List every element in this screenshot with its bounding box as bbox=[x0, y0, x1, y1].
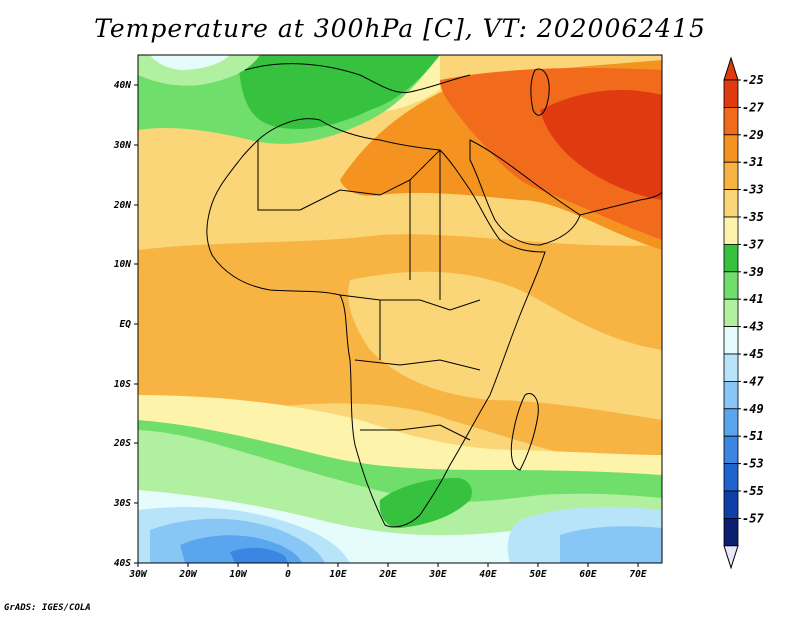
lon-label: 10W bbox=[229, 569, 247, 580]
colorbar-high-arrow bbox=[723, 56, 739, 81]
credit-text: GrADS: IGES/COLA bbox=[4, 603, 91, 613]
colorbar-label: -37 bbox=[742, 237, 764, 251]
temperature-field bbox=[138, 55, 662, 563]
colorbar-swatch bbox=[723, 326, 739, 355]
colorbar-label: -39 bbox=[742, 265, 764, 279]
colorbar-swatch bbox=[723, 161, 739, 190]
colorbar-swatch bbox=[723, 189, 739, 218]
colorbar-label: -45 bbox=[742, 347, 764, 361]
colorbar-swatch bbox=[723, 134, 739, 163]
colorbar-swatch bbox=[723, 79, 739, 108]
colorbar-label: -29 bbox=[742, 128, 764, 142]
colorbar-swatch bbox=[723, 463, 739, 492]
lon-label: 30E bbox=[428, 569, 446, 580]
lat-label: 40S bbox=[114, 558, 131, 569]
lat-label: 40N bbox=[114, 80, 131, 91]
colorbar: -25 -27 -29 -31 -33 -35 -37 -39 -41 -43 -45 -47 -49 -… bbox=[723, 56, 764, 570]
axis-ticks bbox=[134, 84, 639, 567]
colorbar-swatch bbox=[723, 518, 739, 547]
lon-label: 30W bbox=[128, 569, 147, 580]
colorbar-label: -51 bbox=[742, 429, 764, 443]
lon-label: 60E bbox=[579, 569, 596, 580]
colorbar-label: -35 bbox=[742, 210, 764, 224]
lon-label: 40E bbox=[479, 569, 496, 580]
colorbar-swatch bbox=[723, 490, 739, 519]
map-title: Temperature at 300hPa [C], VT: 202006241… bbox=[94, 14, 706, 43]
colorbar-low-arrow bbox=[723, 545, 739, 570]
colorbar-swatch bbox=[723, 380, 739, 410]
lat-label: 20N bbox=[113, 200, 131, 211]
coastlines bbox=[206, 63, 662, 528]
lon-label: 50E bbox=[529, 569, 546, 580]
lat-label: EQ bbox=[120, 319, 132, 330]
colorbar-label: -41 bbox=[742, 292, 764, 306]
colorbar-swatch bbox=[723, 216, 739, 245]
colorbar-label: -49 bbox=[742, 402, 764, 416]
colorbar-swatch bbox=[723, 271, 739, 300]
colorbar-swatch bbox=[723, 353, 739, 382]
lon-label: 20W bbox=[178, 569, 197, 580]
colorbar-label: -43 bbox=[742, 320, 764, 334]
colorbar-label: -57 bbox=[742, 511, 764, 525]
colorbar-swatch bbox=[723, 107, 739, 136]
colorbar-label: -33 bbox=[742, 183, 764, 197]
colorbar-label: -31 bbox=[742, 155, 764, 169]
latitude-labels: 40N 30N 20N 10N EQ 10S 20S 30S 40S bbox=[113, 80, 131, 569]
colorbar-swatch bbox=[723, 298, 739, 328]
longitude-labels: 30W 20W 10W 0 10E 20E 30E 40E 50E 60E 70… bbox=[128, 569, 646, 580]
lat-label: 30N bbox=[113, 140, 131, 151]
colorbar-swatch bbox=[723, 435, 739, 465]
colorbar-label: -47 bbox=[742, 374, 764, 388]
colorbar-label: -25 bbox=[742, 73, 764, 87]
colorbar-label: -27 bbox=[742, 100, 764, 114]
colorbar-label: -53 bbox=[742, 457, 764, 471]
lat-label: 10S bbox=[114, 379, 131, 390]
lat-label: 10N bbox=[114, 259, 131, 270]
lat-label: 20S bbox=[113, 438, 131, 449]
lon-label: 10E bbox=[329, 569, 346, 580]
colorbar-swatch bbox=[723, 408, 739, 437]
colorbar-swatch bbox=[723, 243, 739, 273]
lat-label: 30S bbox=[113, 498, 131, 509]
lon-label: 70E bbox=[629, 569, 646, 580]
lon-label: 20E bbox=[378, 569, 396, 580]
lon-label: 0 bbox=[285, 569, 291, 580]
plot-frame bbox=[137, 54, 663, 564]
colorbar-label: -55 bbox=[742, 484, 764, 498]
